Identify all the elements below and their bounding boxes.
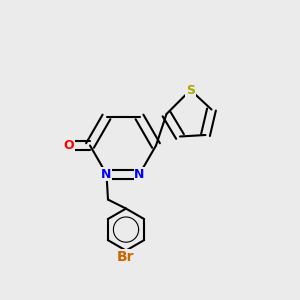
Text: N: N — [101, 168, 112, 181]
Text: O: O — [64, 139, 74, 152]
Text: N: N — [134, 168, 145, 181]
Text: Br: Br — [117, 250, 135, 264]
Text: S: S — [186, 83, 195, 97]
